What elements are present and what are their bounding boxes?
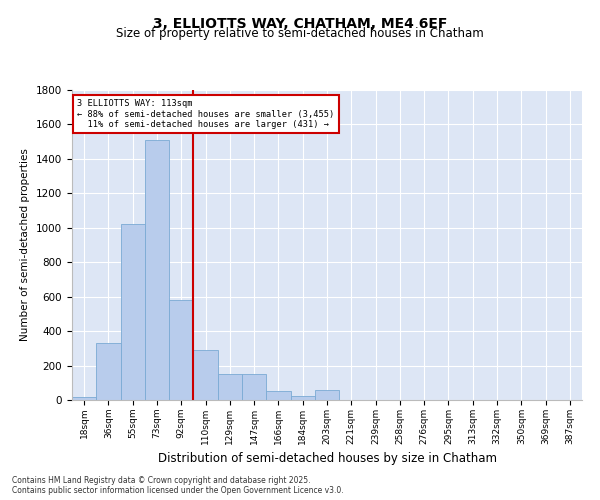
Text: 3, ELLIOTTS WAY, CHATHAM, ME4 6EF: 3, ELLIOTTS WAY, CHATHAM, ME4 6EF (153, 18, 447, 32)
X-axis label: Distribution of semi-detached houses by size in Chatham: Distribution of semi-detached houses by … (157, 452, 497, 466)
Bar (242, 374, 266, 400)
Text: 3 ELLIOTTS WAY: 113sqm
← 88% of semi-detached houses are smaller (3,455)
  11% o: 3 ELLIOTTS WAY: 113sqm ← 88% of semi-det… (77, 100, 334, 129)
Bar (193, 350, 218, 400)
Bar (315, 390, 339, 400)
Bar (145, 140, 169, 400)
Bar (218, 374, 242, 400)
Bar (96, 343, 121, 400)
Bar (290, 396, 315, 400)
Bar (169, 300, 193, 400)
Text: Size of property relative to semi-detached houses in Chatham: Size of property relative to semi-detach… (116, 28, 484, 40)
Text: Contains HM Land Registry data © Crown copyright and database right 2025.
Contai: Contains HM Land Registry data © Crown c… (12, 476, 344, 495)
Bar (72, 398, 96, 400)
Bar (121, 224, 145, 400)
Y-axis label: Number of semi-detached properties: Number of semi-detached properties (20, 148, 31, 342)
Bar (266, 392, 290, 400)
